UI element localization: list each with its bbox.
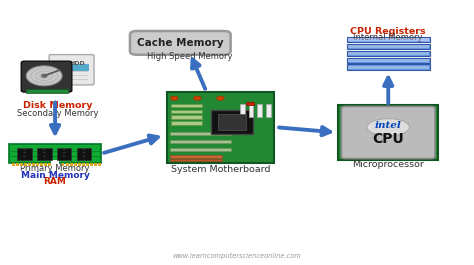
Bar bbox=[51, 160, 59, 164]
FancyBboxPatch shape bbox=[18, 148, 32, 160]
Circle shape bbox=[23, 152, 26, 153]
Bar bbox=[86, 163, 89, 166]
FancyBboxPatch shape bbox=[170, 159, 222, 161]
Circle shape bbox=[43, 149, 46, 150]
Circle shape bbox=[63, 149, 66, 150]
Text: CPU: CPU bbox=[373, 132, 404, 146]
FancyBboxPatch shape bbox=[347, 64, 429, 70]
Circle shape bbox=[26, 66, 62, 86]
Text: Cache Memory: Cache Memory bbox=[137, 38, 224, 48]
Bar bbox=[90, 163, 93, 166]
FancyBboxPatch shape bbox=[171, 116, 202, 119]
Bar bbox=[32, 163, 35, 166]
Text: Microprocessor: Microprocessor bbox=[352, 160, 424, 169]
Text: Main Memory: Main Memory bbox=[20, 171, 90, 180]
Text: Internal Memory: Internal Memory bbox=[354, 33, 423, 42]
Circle shape bbox=[171, 96, 178, 100]
Bar bbox=[348, 59, 428, 62]
Text: System Motherboard: System Motherboard bbox=[171, 165, 270, 174]
FancyBboxPatch shape bbox=[347, 44, 429, 49]
FancyBboxPatch shape bbox=[240, 104, 245, 117]
FancyBboxPatch shape bbox=[257, 104, 262, 117]
FancyBboxPatch shape bbox=[170, 132, 231, 135]
Text: intel: intel bbox=[375, 121, 401, 130]
Circle shape bbox=[43, 152, 46, 153]
FancyBboxPatch shape bbox=[130, 31, 231, 55]
FancyBboxPatch shape bbox=[341, 107, 435, 158]
Bar bbox=[20, 163, 23, 166]
FancyBboxPatch shape bbox=[49, 55, 94, 85]
Bar bbox=[82, 163, 85, 166]
FancyBboxPatch shape bbox=[9, 144, 101, 164]
Text: RAM: RAM bbox=[44, 177, 66, 186]
Circle shape bbox=[41, 74, 47, 77]
Bar bbox=[348, 52, 428, 55]
Bar bbox=[78, 163, 81, 166]
Bar bbox=[40, 163, 43, 166]
Bar bbox=[94, 163, 97, 166]
FancyBboxPatch shape bbox=[246, 102, 254, 105]
Bar bbox=[98, 163, 101, 166]
Bar bbox=[54, 79, 88, 80]
Bar bbox=[62, 163, 64, 166]
Circle shape bbox=[217, 96, 224, 100]
Bar bbox=[48, 163, 51, 166]
FancyBboxPatch shape bbox=[347, 51, 429, 56]
Bar bbox=[24, 163, 27, 166]
Bar bbox=[348, 38, 428, 41]
FancyBboxPatch shape bbox=[170, 148, 231, 151]
FancyBboxPatch shape bbox=[170, 155, 222, 158]
Circle shape bbox=[194, 96, 201, 100]
Bar bbox=[54, 75, 88, 76]
Circle shape bbox=[82, 149, 85, 150]
FancyBboxPatch shape bbox=[211, 110, 253, 134]
FancyBboxPatch shape bbox=[171, 121, 202, 125]
Bar bbox=[36, 163, 39, 166]
FancyBboxPatch shape bbox=[347, 58, 429, 63]
Bar bbox=[66, 163, 69, 166]
FancyBboxPatch shape bbox=[21, 61, 72, 92]
Ellipse shape bbox=[367, 119, 410, 136]
Circle shape bbox=[63, 156, 66, 157]
Text: CPU Registers: CPU Registers bbox=[350, 26, 426, 36]
Bar bbox=[45, 163, 47, 166]
Bar bbox=[28, 163, 31, 166]
FancyBboxPatch shape bbox=[167, 92, 273, 163]
Bar bbox=[70, 163, 73, 166]
Bar bbox=[348, 45, 428, 48]
FancyBboxPatch shape bbox=[54, 64, 89, 71]
FancyBboxPatch shape bbox=[37, 148, 52, 160]
Bar bbox=[54, 71, 88, 72]
FancyBboxPatch shape bbox=[248, 104, 253, 117]
Text: Primary Memory: Primary Memory bbox=[20, 164, 90, 173]
Bar bbox=[12, 163, 15, 166]
Circle shape bbox=[23, 156, 26, 157]
FancyBboxPatch shape bbox=[170, 140, 231, 143]
Bar bbox=[16, 163, 18, 166]
Circle shape bbox=[23, 149, 26, 150]
FancyBboxPatch shape bbox=[338, 105, 438, 160]
FancyBboxPatch shape bbox=[77, 148, 91, 160]
FancyBboxPatch shape bbox=[347, 37, 429, 42]
FancyBboxPatch shape bbox=[218, 114, 246, 130]
Text: Secondary Memory: Secondary Memory bbox=[17, 109, 98, 118]
Bar bbox=[74, 163, 77, 166]
Circle shape bbox=[43, 156, 46, 157]
Text: HDD: HDD bbox=[69, 61, 85, 66]
Circle shape bbox=[82, 152, 85, 153]
Text: www.learncomputerscienceonline.com: www.learncomputerscienceonline.com bbox=[173, 253, 301, 259]
FancyBboxPatch shape bbox=[171, 110, 202, 113]
FancyBboxPatch shape bbox=[171, 104, 202, 107]
Circle shape bbox=[63, 152, 66, 153]
Text: Disk Memory: Disk Memory bbox=[23, 101, 92, 110]
FancyBboxPatch shape bbox=[26, 89, 68, 92]
FancyBboxPatch shape bbox=[57, 148, 72, 160]
Circle shape bbox=[82, 156, 85, 157]
Bar bbox=[348, 65, 428, 69]
Text: High Speed Memory: High Speed Memory bbox=[147, 52, 232, 61]
FancyBboxPatch shape bbox=[266, 104, 271, 117]
